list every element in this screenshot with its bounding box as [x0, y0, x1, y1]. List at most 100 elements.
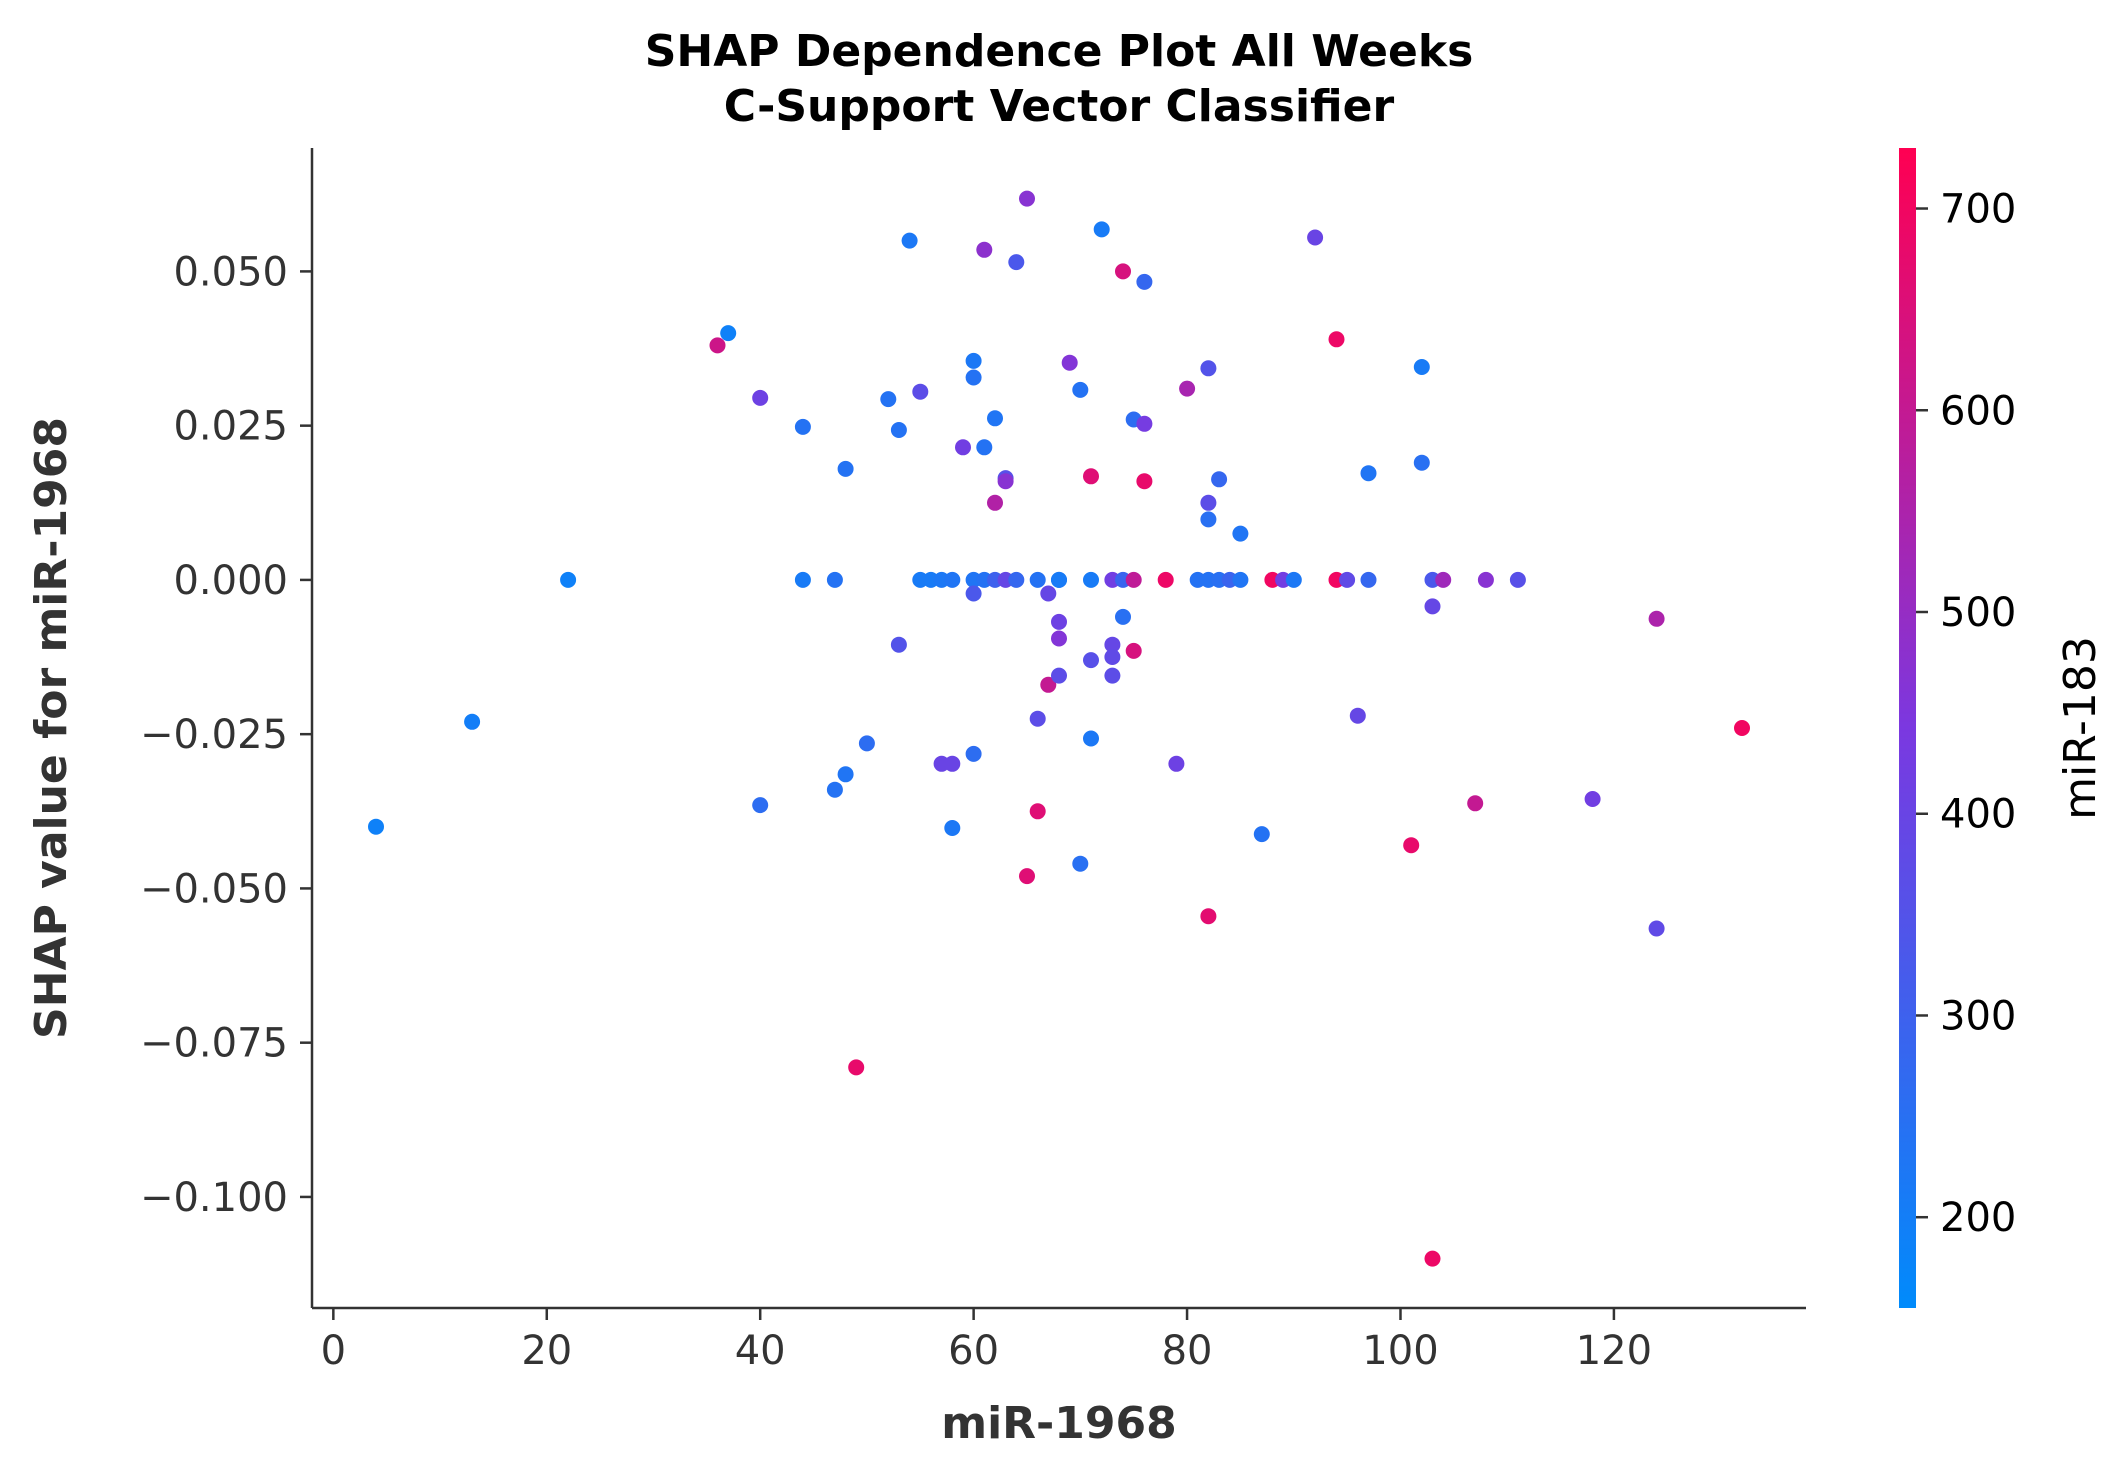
data-point: [560, 571, 577, 588]
colorbar-tick-label: 700: [1940, 187, 2016, 233]
data-point: [1424, 1250, 1441, 1267]
data-point: [1157, 571, 1174, 588]
data-point: [912, 383, 929, 400]
data-point: [1051, 630, 1067, 647]
data-point: [987, 494, 1003, 511]
x-tick-label: 40: [735, 1328, 786, 1374]
data-point: [1168, 755, 1185, 772]
data-point: [1115, 263, 1131, 280]
data-point: [368, 818, 384, 835]
data-point: [1253, 826, 1270, 843]
data-point: [1200, 908, 1217, 925]
data-point: [837, 460, 854, 477]
data-point: [1509, 571, 1526, 588]
data-point: [1360, 571, 1377, 588]
data-point: [826, 571, 843, 588]
colorbar-tick-label: 500: [1940, 590, 2016, 636]
data-point: [1051, 667, 1067, 684]
data-point: [709, 337, 726, 354]
data-point: [965, 369, 982, 386]
data-point: [1349, 707, 1366, 724]
x-axis-label: miR-1968: [941, 1398, 1177, 1449]
scatter-points: [368, 190, 1750, 1267]
data-point: [997, 473, 1014, 490]
data-point: [1083, 730, 1099, 747]
data-point: [1072, 855, 1089, 872]
data-point: [837, 766, 854, 783]
data-point: [1648, 610, 1665, 627]
data-point: [944, 755, 961, 772]
chart-title-line-1: SHAP Dependence Plot All Weeks: [645, 26, 1474, 77]
x-axis-ticks: 0 20 40 60 80 100 120: [321, 1308, 1652, 1374]
y-tick-label: −0.100: [140, 1175, 288, 1221]
data-point: [848, 1059, 865, 1076]
data-point: [1648, 920, 1665, 937]
data-point: [1200, 360, 1217, 377]
data-point: [1040, 676, 1057, 693]
data-point: [1072, 381, 1089, 398]
data-point: [1083, 571, 1099, 588]
data-point: [1477, 571, 1494, 588]
data-point: [1093, 221, 1110, 238]
data-point: [976, 439, 993, 456]
data-point: [794, 418, 811, 435]
data-point: [1008, 571, 1025, 588]
x-tick-label: 80: [1162, 1328, 1213, 1374]
x-tick-label: 0: [321, 1328, 346, 1374]
data-point: [1029, 803, 1046, 820]
colorbar-ticks: 200 300 400 500 600 700: [1916, 187, 2016, 1241]
data-point: [1424, 598, 1441, 615]
data-point: [1339, 571, 1356, 588]
data-point: [1285, 571, 1302, 588]
y-tick-label: −0.050: [140, 866, 288, 912]
data-point: [880, 391, 897, 408]
data-point: [1136, 473, 1153, 490]
data-point: [987, 410, 1003, 427]
data-point: [1019, 868, 1035, 885]
data-point: [858, 735, 875, 752]
colorbar-tick-label: 400: [1940, 792, 2016, 838]
data-point: [1328, 331, 1345, 348]
data-point: [1179, 380, 1196, 397]
data-point: [901, 232, 918, 249]
data-point: [1136, 415, 1153, 432]
y-axis-ticks: 0.050 0.025 0.000 −0.025 −0.050 −0.075 −0.100: [140, 249, 312, 1221]
data-point: [1104, 636, 1121, 653]
data-point: [1200, 511, 1217, 528]
chart-title-line-2: C-Support Vector Classifier: [724, 81, 1395, 132]
data-point: [1360, 465, 1377, 482]
data-point: [1061, 354, 1078, 371]
data-point: [1467, 795, 1484, 812]
data-point: [1040, 585, 1057, 602]
x-tick-label: 120: [1576, 1328, 1652, 1374]
data-point: [1115, 608, 1131, 625]
data-point: [1232, 525, 1249, 542]
data-point: [1125, 642, 1142, 659]
colorbar-tick-label: 600: [1940, 388, 2016, 434]
data-point: [944, 571, 961, 588]
y-tick-label: 0.025: [173, 404, 288, 450]
data-point: [1125, 571, 1142, 588]
y-axis-label: SHAP value for miR-1968: [26, 417, 77, 1039]
data-point: [890, 636, 907, 653]
data-point: [1232, 571, 1249, 588]
data-point: [1083, 468, 1099, 485]
colorbar-tick-label: 200: [1940, 1195, 2016, 1241]
data-point: [1008, 254, 1025, 271]
y-tick-label: 0.050: [173, 249, 288, 295]
data-point: [720, 325, 737, 342]
data-point: [1211, 471, 1228, 488]
data-point: [1413, 454, 1430, 471]
colorbar-tick-label: 300: [1940, 993, 2016, 1039]
data-point: [1029, 571, 1046, 588]
x-tick-label: 60: [948, 1328, 999, 1374]
data-point: [1051, 613, 1067, 630]
data-point: [1200, 494, 1217, 511]
data-point: [1435, 571, 1452, 588]
data-point: [955, 439, 971, 456]
data-point: [1104, 649, 1121, 665]
data-point: [1403, 837, 1420, 854]
data-point: [1584, 791, 1601, 807]
y-tick-label: −0.025: [140, 712, 288, 758]
